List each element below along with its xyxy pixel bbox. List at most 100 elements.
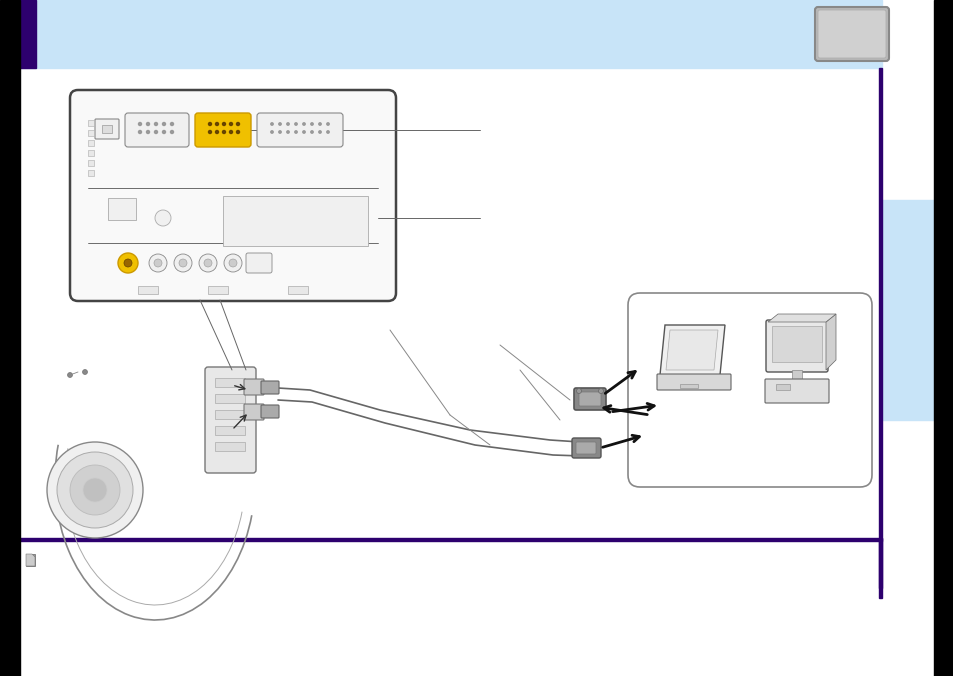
FancyBboxPatch shape <box>70 90 395 301</box>
Circle shape <box>179 259 187 267</box>
Circle shape <box>311 123 313 125</box>
Circle shape <box>271 123 273 125</box>
Circle shape <box>222 122 225 126</box>
Bar <box>933 0 953 676</box>
Bar <box>791 370 801 380</box>
Circle shape <box>118 253 138 273</box>
FancyBboxPatch shape <box>572 438 600 458</box>
Bar <box>882 200 933 420</box>
FancyBboxPatch shape <box>764 379 828 403</box>
Circle shape <box>70 465 120 515</box>
Bar <box>88 150 94 156</box>
FancyBboxPatch shape <box>125 113 189 147</box>
FancyBboxPatch shape <box>95 119 119 139</box>
Circle shape <box>215 122 218 126</box>
Circle shape <box>576 389 581 393</box>
Circle shape <box>224 254 242 272</box>
Circle shape <box>162 130 165 133</box>
Circle shape <box>222 130 225 133</box>
Circle shape <box>138 122 141 126</box>
FancyBboxPatch shape <box>261 381 278 394</box>
Circle shape <box>230 130 233 133</box>
Bar <box>108 198 136 220</box>
Polygon shape <box>825 314 835 370</box>
Bar <box>20 538 882 541</box>
Circle shape <box>153 259 162 267</box>
FancyBboxPatch shape <box>814 7 888 61</box>
Bar <box>20 0 882 68</box>
Circle shape <box>294 123 297 125</box>
Bar <box>214 442 245 451</box>
Polygon shape <box>659 325 724 375</box>
Bar <box>288 286 308 294</box>
Bar <box>20 68 878 538</box>
FancyBboxPatch shape <box>261 405 278 418</box>
FancyBboxPatch shape <box>244 379 264 395</box>
FancyBboxPatch shape <box>578 392 600 406</box>
Circle shape <box>278 123 281 125</box>
Bar <box>878 68 882 598</box>
Circle shape <box>294 130 297 133</box>
Circle shape <box>271 130 273 133</box>
FancyBboxPatch shape <box>246 253 272 273</box>
Circle shape <box>327 130 329 133</box>
Circle shape <box>68 372 72 377</box>
Circle shape <box>209 122 212 126</box>
Circle shape <box>278 130 281 133</box>
FancyBboxPatch shape <box>256 113 343 147</box>
Circle shape <box>287 123 289 125</box>
Circle shape <box>318 130 321 133</box>
Circle shape <box>209 130 212 133</box>
FancyBboxPatch shape <box>244 404 264 420</box>
FancyBboxPatch shape <box>765 320 827 372</box>
FancyBboxPatch shape <box>194 113 251 147</box>
Circle shape <box>82 370 88 375</box>
Polygon shape <box>767 314 835 322</box>
Bar <box>214 394 245 403</box>
Bar <box>775 384 789 390</box>
Circle shape <box>229 259 236 267</box>
Circle shape <box>199 254 216 272</box>
Bar <box>88 160 94 166</box>
Circle shape <box>302 123 305 125</box>
Bar <box>88 130 94 136</box>
Circle shape <box>83 478 107 502</box>
Bar <box>214 426 245 435</box>
Circle shape <box>171 122 173 126</box>
Bar <box>102 125 112 133</box>
Circle shape <box>171 130 173 133</box>
Circle shape <box>154 210 171 226</box>
FancyBboxPatch shape <box>817 10 885 58</box>
Circle shape <box>154 130 157 133</box>
FancyBboxPatch shape <box>657 374 730 390</box>
Circle shape <box>287 130 289 133</box>
Circle shape <box>149 254 167 272</box>
Circle shape <box>173 254 192 272</box>
Circle shape <box>138 130 141 133</box>
Bar <box>88 170 94 176</box>
Bar <box>679 384 698 388</box>
Circle shape <box>154 122 157 126</box>
Circle shape <box>236 122 239 126</box>
FancyBboxPatch shape <box>576 442 596 454</box>
Bar <box>138 286 158 294</box>
FancyBboxPatch shape <box>627 293 871 487</box>
Bar <box>88 140 94 146</box>
Bar <box>214 378 245 387</box>
Circle shape <box>318 123 321 125</box>
Circle shape <box>47 442 143 538</box>
Bar <box>214 410 245 419</box>
Circle shape <box>204 259 212 267</box>
Circle shape <box>302 130 305 133</box>
Bar <box>20 0 36 68</box>
Bar <box>208 286 228 294</box>
Circle shape <box>598 389 603 393</box>
Circle shape <box>162 122 165 126</box>
Circle shape <box>124 259 132 267</box>
Bar <box>0 0 20 676</box>
Circle shape <box>57 452 132 528</box>
Circle shape <box>236 130 239 133</box>
Circle shape <box>311 130 313 133</box>
Circle shape <box>230 122 233 126</box>
Bar <box>88 120 94 126</box>
